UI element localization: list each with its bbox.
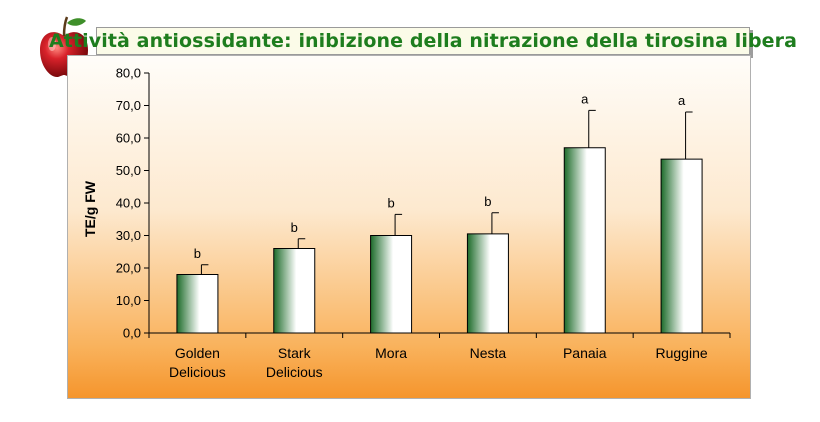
significance-label: b — [291, 220, 298, 235]
y-tick-label: 80,0 — [116, 66, 141, 81]
y-tick-label: 70,0 — [116, 98, 141, 113]
chart-title: Attività antiossidante: inibizione della… — [49, 27, 797, 55]
bar — [176, 274, 219, 334]
y-tick-label: 60,0 — [116, 131, 141, 146]
y-tick-label: 30,0 — [116, 228, 141, 243]
y-tick-label: 10,0 — [116, 293, 141, 308]
y-axis-title: TE/g FW — [82, 180, 98, 237]
bar — [466, 233, 509, 334]
y-tick-label: 20,0 — [116, 261, 141, 276]
y-tick-label: 0,0 — [123, 326, 141, 341]
significance-label: a — [581, 91, 589, 106]
y-tick-label: 50,0 — [116, 163, 141, 178]
significance-label: b — [484, 194, 491, 209]
x-axis: Golden Delicious Stark Delicious Mora Nesta Pa… — [148, 332, 731, 380]
bar — [563, 147, 606, 334]
category-label: Golden Delicious — [169, 345, 226, 380]
bar-chart: 0,010,020,030,040,050,060,070,080,0 bbb b… — [82, 66, 731, 380]
significance-label: b — [387, 195, 394, 210]
bar — [370, 235, 413, 334]
bars: b b b b a a — [176, 91, 703, 334]
bar — [660, 158, 703, 334]
category-label: Nesta — [470, 345, 507, 361]
bar — [273, 248, 316, 334]
significance-label: a — [678, 93, 686, 108]
y-tick-label: 40,0 — [116, 196, 141, 211]
category-label: Mora — [375, 345, 407, 361]
significance-label: b — [194, 246, 201, 261]
y-axis: 0,0 10,0 20,0 30,0 40,0 50,0 60,0 70,0 80,0 — [116, 66, 150, 341]
category-label: Stark Delicious — [266, 345, 323, 380]
category-label: Ruggine — [656, 345, 708, 361]
category-label: Panaia — [563, 345, 607, 361]
